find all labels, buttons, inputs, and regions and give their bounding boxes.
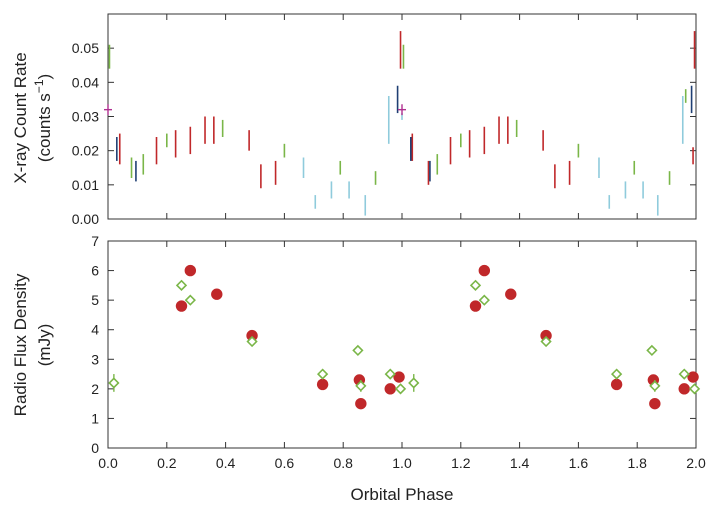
radio-y-tick-label: 2 (91, 381, 99, 397)
xray-units-superscript: −1 (32, 79, 46, 93)
radio-point-diamond (610, 368, 623, 380)
xray-y-axis-units: (counts s−1) (32, 74, 54, 162)
radio-point-circle (610, 378, 623, 391)
radio-point-diamond (175, 279, 188, 291)
xray-y-tick-label: 0.05 (72, 40, 99, 56)
radio-point-diamond (352, 344, 364, 357)
xray-y-tick-label: 0.03 (72, 109, 99, 125)
radio-point-diamond (478, 294, 490, 306)
x-tick-label: 0.2 (157, 455, 177, 471)
x-tick-label: 1.4 (510, 455, 530, 471)
radio-plot-frame (107, 240, 697, 449)
x-tick-label: 0.8 (333, 455, 353, 471)
radio-point-diamond (646, 344, 658, 357)
radio-point-diamond (355, 380, 367, 392)
radio-point-circle (393, 371, 405, 383)
x-tick-label: 1.2 (451, 455, 471, 471)
radio-point-diamond (246, 335, 258, 348)
radio-point-circle (469, 300, 482, 312)
radio-point-circle (316, 378, 329, 391)
xray-units-prefix: (counts s (35, 93, 54, 162)
xray-x-ticks (107, 14, 697, 219)
radio-point-circle (175, 300, 188, 312)
radio-y-tick-label: 3 (91, 351, 99, 367)
xray-units-suffix: ) (35, 74, 54, 80)
radio-point-circle (505, 288, 517, 300)
radio-y-tick-label: 5 (91, 292, 99, 308)
radio-point-circle (384, 383, 396, 395)
x-tick-label: 0.4 (216, 455, 236, 471)
x-tick-label: 1.6 (569, 455, 589, 471)
radio-y-tick-label: 0 (91, 440, 99, 456)
radio-point-diamond (394, 383, 407, 395)
radio-point-diamond (184, 294, 196, 306)
radio-point-diamond (649, 380, 661, 392)
radio-point-diamond (408, 377, 420, 389)
radio-point-diamond (108, 377, 120, 389)
x-axis-title: Orbital Phase (351, 485, 454, 504)
radio-x-ticks: 0.0 0.2 0.4 0.6 0.8 1.0 1.2 1.4 1.6 1.8 2.0 (98, 241, 706, 471)
radio-point-diamond (540, 335, 552, 348)
radio-point-circle (678, 383, 690, 395)
x-tick-label: 1.0 (392, 455, 412, 471)
radio-point-circle (478, 264, 491, 277)
x-tick-label: 0.0 (98, 455, 118, 471)
xray-y-tick-label: 0.01 (72, 177, 99, 193)
xray-y-tick-label: 0.00 (72, 211, 99, 227)
radio-point-circle (649, 397, 661, 410)
xray-panel: 0.00 0.01 0.02 0.03 0.04 0.05 X-ray Count Rat… (11, 13, 697, 227)
radio-panel: 0 1 2 3 4 5 6 7 0.0 0.2 0.4 0.6 0.8 1.0 1.2 1.4 1.6 1.8 2… (11, 233, 706, 504)
xray-error-bars (104, 31, 696, 216)
radio-point-diamond (469, 279, 482, 291)
xray-y-axis-title: X-ray Count Rate (11, 52, 30, 183)
x-tick-label: 0.6 (275, 455, 295, 471)
radio-point-diamond (384, 368, 396, 380)
radio-y-tick-label: 1 (91, 410, 99, 426)
radio-y-tick-label: 6 (91, 263, 99, 279)
radio-y-axis-title: Radio Flux Density (11, 273, 30, 416)
radio-y-ticks: 0 1 2 3 4 5 6 7 (91, 233, 696, 456)
radio-point-circle (355, 397, 367, 410)
xray-y-ticks: 0.00 0.01 0.02 0.03 0.04 0.05 (72, 40, 696, 227)
radio-y-tick-label: 4 (91, 322, 99, 338)
radio-y-axis-units: (mJy) (35, 324, 54, 366)
radio-point-diamond (678, 368, 690, 380)
radio-y-tick-label: 7 (91, 233, 99, 249)
radio-point-circle (211, 288, 223, 300)
x-tick-label: 1.8 (627, 455, 647, 471)
xray-y-tick-label: 0.02 (72, 143, 99, 159)
radio-data-markers (108, 264, 701, 410)
x-tick-label: 2.0 (686, 455, 706, 471)
radio-point-diamond (688, 383, 701, 395)
xray-y-tick-label: 0.04 (72, 74, 99, 90)
radio-point-circle (687, 371, 699, 383)
radio-point-diamond (316, 368, 329, 380)
radio-point-circle (184, 264, 197, 277)
